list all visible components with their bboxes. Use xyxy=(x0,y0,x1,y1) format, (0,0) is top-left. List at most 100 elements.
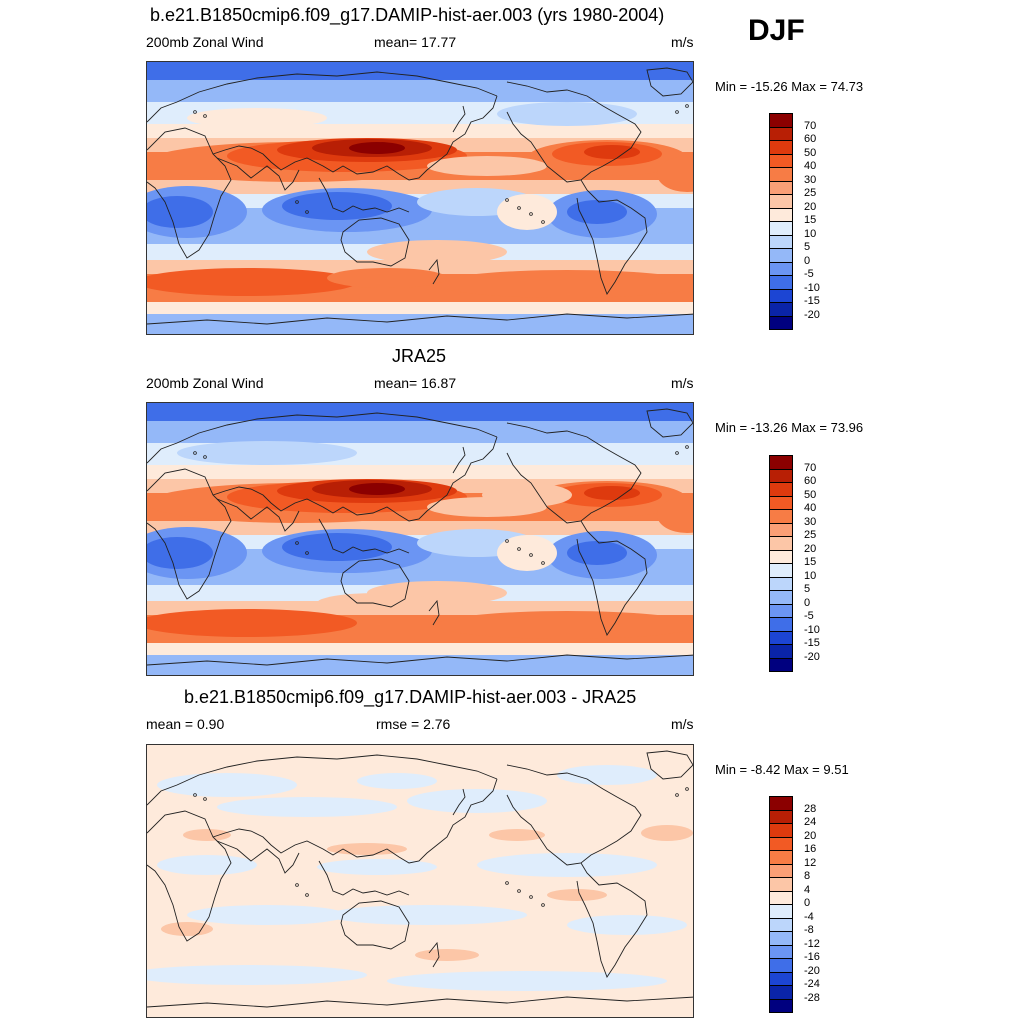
colorbar-swatch xyxy=(769,221,793,236)
colorbar-label: -15 xyxy=(804,295,820,307)
colorbar-label: -5 xyxy=(804,610,814,622)
colorbar-label: 30 xyxy=(804,515,817,528)
colorbar-swatch xyxy=(769,944,793,959)
colorbar-label: -16 xyxy=(804,951,820,963)
panel-3-mean-label: mean = 0.90 xyxy=(146,716,225,732)
colorbar-swatch xyxy=(769,234,793,249)
colorbar-label: 50 xyxy=(804,488,817,501)
colorbar-label: -4 xyxy=(804,910,814,923)
panel-1-title: b.e21.B1850cmip6.f09_g17.DAMIP-hist-aer.… xyxy=(150,5,665,25)
colorbar-swatch xyxy=(769,890,793,905)
colorbar-label: 40 xyxy=(804,502,817,514)
colorbar-label: -12 xyxy=(804,937,820,950)
panel-1-units-label: m/s xyxy=(671,34,694,50)
colorbar-swatch xyxy=(769,194,793,209)
colorbar-swatch xyxy=(769,590,793,605)
colorbar-swatch xyxy=(769,495,793,510)
colorbar-swatch xyxy=(769,153,793,168)
colorbar-swatch xyxy=(769,617,793,632)
panel-2-variable-label: 200mb Zonal Wind xyxy=(146,375,264,391)
colorbar-swatch xyxy=(769,877,793,892)
colorbar-label: -20 xyxy=(804,308,820,321)
colorbar-label: 4 xyxy=(804,883,811,896)
panel-2-mean-label: mean= 16.87 xyxy=(374,375,457,391)
colorbar-swatch xyxy=(769,455,793,470)
colorbar-label: 15 xyxy=(804,556,817,568)
colorbar-swatch xyxy=(769,904,793,919)
colorbar-swatch xyxy=(769,563,793,578)
colorbar-swatch xyxy=(769,917,793,932)
colorbar-label: 40 xyxy=(804,160,817,172)
colorbar-swatch xyxy=(769,509,793,524)
colorbar-swatch xyxy=(769,836,793,851)
colorbar-label: 20 xyxy=(804,542,817,555)
colorbar-label: 0 xyxy=(804,596,811,609)
panel-1-map xyxy=(146,61,694,335)
colorbar-swatch xyxy=(769,288,793,303)
panel-1-minmax-label: Min = -15.26 Max = 74.73 xyxy=(715,79,864,94)
colorbar-label: 10 xyxy=(804,227,817,240)
colorbar-label: -8 xyxy=(804,924,814,936)
colorbar-label: 0 xyxy=(804,897,811,909)
colorbar-label: -15 xyxy=(804,637,820,649)
colorbar-label: 15 xyxy=(804,214,817,226)
panel-3-units-label: m/s xyxy=(671,716,694,732)
colorbar-label: 70 xyxy=(804,461,817,474)
panel-1-mean-label: mean= 17.77 xyxy=(374,34,457,50)
panel-2-title: JRA25 xyxy=(392,346,447,366)
colorbar-label: -20 xyxy=(804,650,820,663)
colorbar-label: -10 xyxy=(804,281,820,294)
colorbar-label: -28 xyxy=(804,991,820,1004)
colorbar-swatch xyxy=(769,482,793,497)
colorbar-label: 0 xyxy=(804,254,811,267)
colorbar-label: -20 xyxy=(804,964,820,977)
colorbar-label: 10 xyxy=(804,569,817,582)
colorbar-label: 25 xyxy=(804,529,817,541)
colorbar-swatch xyxy=(769,302,793,317)
colorbar-swatch xyxy=(769,536,793,551)
colorbar-swatch xyxy=(769,207,793,222)
colorbar-swatch xyxy=(769,315,793,330)
colorbar-swatch xyxy=(769,809,793,824)
colorbar-label: 24 xyxy=(804,816,817,828)
colorbar-label: -5 xyxy=(804,268,814,280)
colorbar-swatch xyxy=(769,863,793,878)
colorbar-swatch xyxy=(769,167,793,182)
colorbar-label: 25 xyxy=(804,187,817,199)
colorbar-swatch xyxy=(769,603,793,618)
colorbar-swatch xyxy=(769,958,793,973)
colorbar-label: 16 xyxy=(804,843,817,855)
colorbar-swatch xyxy=(769,657,793,672)
colorbar-swatch xyxy=(769,275,793,290)
colorbar-swatch xyxy=(769,126,793,141)
colorbar-label: 20 xyxy=(804,829,817,842)
colorbar-label: 5 xyxy=(804,583,811,595)
colorbar-swatch xyxy=(769,140,793,155)
colorbar-label: 30 xyxy=(804,173,817,186)
colorbar-label: 60 xyxy=(804,133,817,145)
colorbar-swatch xyxy=(769,998,793,1013)
panel-2-units-label: m/s xyxy=(671,375,694,391)
colorbar-swatch xyxy=(769,850,793,865)
panel-1-variable-label: 200mb Zonal Wind xyxy=(146,34,264,50)
panel-2-map xyxy=(146,402,694,676)
colorbar-label: 50 xyxy=(804,146,817,159)
colorbar-swatch xyxy=(769,468,793,483)
colorbar-label: 60 xyxy=(804,475,817,487)
colorbar-label: 70 xyxy=(804,119,817,132)
colorbar-swatch xyxy=(769,985,793,1000)
colorbar-swatch xyxy=(769,549,793,564)
colorbar-swatch xyxy=(769,113,793,128)
colorbar-swatch xyxy=(769,522,793,537)
colorbar-swatch xyxy=(769,261,793,276)
colorbar-swatch xyxy=(769,248,793,263)
colorbar-swatch xyxy=(769,796,793,811)
colorbar-swatch xyxy=(769,180,793,195)
colorbar-swatch xyxy=(769,644,793,659)
colorbar-label: 20 xyxy=(804,200,817,213)
colorbar-swatch xyxy=(769,823,793,838)
colorbar-label: -24 xyxy=(804,978,820,990)
colorbar-label: 12 xyxy=(804,856,817,869)
panel-3-rmse-label: rmse = 2.76 xyxy=(376,716,451,732)
colorbar-swatch xyxy=(769,576,793,591)
